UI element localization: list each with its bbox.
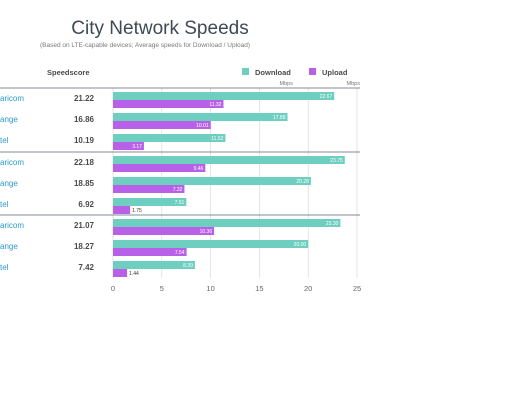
legend-unit-1: Mbps	[347, 81, 361, 87]
download-value-label: 20.00	[294, 242, 307, 248]
download-value-label: 23.75	[330, 158, 343, 164]
upload-bar	[113, 100, 224, 108]
x-tick-label-2: 10	[206, 284, 214, 293]
download-value-label: 17.88	[273, 115, 286, 121]
carrier-label: tel	[0, 200, 9, 209]
upload-value-label: 11.32	[209, 102, 221, 108]
carrier-label: ange	[0, 179, 18, 188]
upload-value-label: 10.36	[200, 229, 213, 235]
download-value-label: 22.67	[320, 94, 333, 100]
carrier-label: aricom	[0, 221, 24, 230]
x-tick-label-4: 20	[304, 284, 312, 293]
speedscore-value: 18.27	[74, 242, 95, 251]
score-header: Speedscore	[47, 68, 90, 77]
legend-label-0: Download	[255, 68, 291, 77]
chart-subtitle: (Based on LTE-capable devices; Average s…	[39, 42, 251, 49]
legend-swatch-1	[309, 68, 316, 75]
carrier-label: ange	[0, 242, 18, 251]
upload-bar	[113, 248, 187, 256]
speedscore-value: 21.22	[74, 94, 95, 103]
download-bar	[113, 219, 341, 227]
upload-value-label: 9.46	[194, 166, 204, 172]
download-bar	[113, 177, 311, 185]
speedscore-value: 7.42	[78, 263, 94, 272]
legend-label-1: Upload	[322, 68, 348, 77]
download-bar	[113, 134, 226, 142]
carrier-label: ange	[0, 115, 18, 124]
upload-bar	[113, 142, 144, 150]
download-value-label: 8.39	[183, 263, 193, 269]
upload-value-label: 10.01	[196, 123, 209, 129]
upload-value-label: 7.32	[173, 187, 183, 193]
speedscore-value: 18.85	[74, 179, 95, 188]
speedscore-value: 22.18	[74, 158, 95, 167]
upload-bar	[113, 206, 131, 214]
upload-value-label: 1.75	[132, 208, 142, 214]
speedscore-value: 21.07	[74, 221, 95, 230]
x-tick-label-3: 15	[255, 284, 263, 293]
download-value-label: 20.28	[296, 179, 309, 185]
chart-title: City Network Speeds	[71, 18, 249, 39]
upload-bar	[113, 269, 128, 277]
upload-value-label: 3.17	[132, 144, 142, 150]
x-tick-label-1: 5	[160, 284, 164, 293]
download-bar	[113, 240, 309, 248]
legend-unit-0: Mbps	[280, 81, 294, 87]
download-bar	[113, 113, 288, 121]
legend: Download Mbps Upload Mbps	[242, 68, 360, 87]
speedscore-value: 6.92	[78, 200, 94, 209]
download-value-label: 23.30	[326, 221, 339, 227]
download-bar	[113, 198, 187, 206]
x-tick-label-5: 25	[353, 284, 361, 293]
upload-value-label: 1.44	[129, 271, 139, 277]
upload-bar	[113, 185, 185, 193]
speedscore-value: 16.86	[74, 115, 95, 124]
speedscore-value: 10.19	[74, 136, 95, 145]
legend-swatch-0	[242, 68, 249, 75]
x-tick-label-0: 0	[111, 284, 115, 293]
carrier-label: tel	[0, 136, 9, 145]
carrier-label: tel	[0, 263, 9, 272]
download-value-label: 11.52	[211, 136, 223, 142]
upload-bar	[113, 227, 215, 235]
upload-bar	[113, 164, 206, 172]
upload-value-label: 7.54	[175, 250, 185, 256]
bar-rows: aricom 21.22 22.67 11.32 ange 16.86 17.88 10.01…	[0, 87, 360, 277]
download-value-label: 7.51	[175, 200, 185, 206]
download-bar	[113, 92, 335, 100]
download-bar	[113, 156, 345, 164]
download-bar	[113, 261, 195, 269]
carrier-label: aricom	[0, 158, 24, 167]
upload-bar	[113, 121, 211, 129]
carrier-label: aricom	[0, 94, 24, 103]
x-axis-ticks: 0 5 10 15 20 25	[111, 284, 361, 293]
